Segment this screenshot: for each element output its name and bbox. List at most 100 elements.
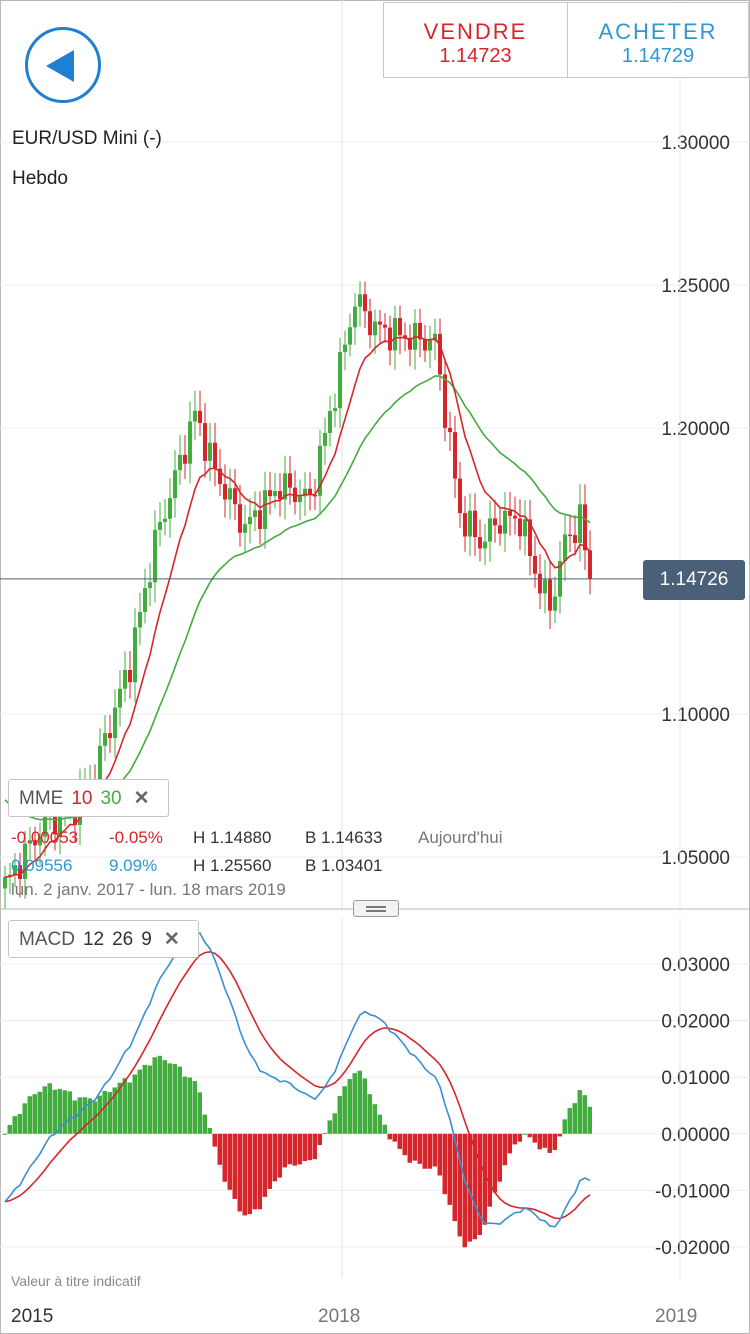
candle-down <box>478 537 482 549</box>
histogram-bar-down <box>422 1133 427 1169</box>
histogram-bar-up <box>372 1104 377 1134</box>
histogram-bar-down <box>287 1133 292 1165</box>
candle-up <box>358 294 362 307</box>
histogram-bar-down <box>462 1133 467 1248</box>
candle-up <box>468 510 472 537</box>
macd-chart[interactable]: 0.03000 0.02000 0.01000 0.00000 -0.01000 -0.0… <box>0 918 750 1278</box>
histogram-bar-up <box>322 1132 327 1134</box>
today-high: H 1.14880 <box>193 828 272 847</box>
buy-price: 1.14729 <box>621 45 695 67</box>
histogram-bar-down <box>507 1133 512 1154</box>
candle-up <box>208 442 212 461</box>
candle-up <box>123 669 127 689</box>
candle-up <box>38 836 42 846</box>
candle-down <box>363 294 367 312</box>
candle-up <box>118 688 122 708</box>
macd-signal: 9 <box>141 929 152 950</box>
macd-y-tick-label: 0.03000 <box>661 955 730 976</box>
histogram-bar-up <box>187 1077 192 1134</box>
close-icon[interactable]: ✕ <box>133 788 150 809</box>
candle-down <box>443 374 447 428</box>
candle-down <box>538 573 542 594</box>
histogram-bar-up <box>562 1119 567 1134</box>
candle-down <box>508 510 512 516</box>
buy-button[interactable]: ACHETER 1.14729 <box>567 2 749 78</box>
candle-up <box>133 627 137 683</box>
candle-down <box>308 488 312 495</box>
histogram-bar-up <box>202 1114 207 1134</box>
histogram-bar-up <box>347 1079 352 1134</box>
candle-down <box>398 318 402 336</box>
macd-indicator-box[interactable]: MACD 12 26 9 ✕ <box>8 920 199 958</box>
range-pct: 9.09% <box>109 856 158 875</box>
histogram-bar-up <box>587 1106 592 1134</box>
candle-up <box>138 612 142 628</box>
histogram-bar-down <box>222 1133 227 1182</box>
candle-down <box>238 504 242 533</box>
back-button[interactable] <box>25 27 101 103</box>
histogram-bar-up <box>142 1064 147 1134</box>
histogram-bar-down <box>512 1133 517 1145</box>
histogram-bar-down <box>257 1133 262 1210</box>
candle-down <box>583 504 587 551</box>
histogram-bar-down <box>387 1133 392 1140</box>
range-low: B 1.03401 <box>305 856 383 875</box>
candle-up <box>248 516 252 525</box>
candle-up <box>143 588 147 613</box>
candle-down <box>183 454 187 464</box>
candle-down <box>408 337 412 350</box>
candle-down <box>33 840 37 846</box>
pane-resize-handle[interactable] <box>353 900 399 917</box>
macd-fast: 12 <box>82 929 105 950</box>
candle-up <box>163 518 167 522</box>
candle-up <box>243 524 247 533</box>
histogram-bar-down <box>497 1133 502 1182</box>
candle-up <box>28 840 32 844</box>
candle-down <box>458 478 462 514</box>
histogram-bar-down <box>527 1133 532 1138</box>
candle-up <box>338 352 342 409</box>
histogram-bar-up <box>182 1076 187 1134</box>
histogram-bar-up <box>37 1091 42 1134</box>
macd-y-tick-label: -0.01000 <box>655 1181 730 1202</box>
candle-down <box>423 339 427 351</box>
candle-up <box>318 445 322 496</box>
candle-down <box>218 468 222 485</box>
x-label-2015: 2015 <box>11 1306 54 1327</box>
candle-up <box>103 733 107 746</box>
instrument-name: EUR/USD Mini (-) <box>12 128 162 149</box>
candle-up <box>343 344 347 353</box>
candle-up <box>348 327 352 345</box>
histogram-bar-down <box>232 1133 237 1199</box>
histogram-bar-up <box>342 1086 347 1134</box>
histogram-bar-up <box>197 1092 202 1134</box>
histogram-bar-down <box>492 1133 497 1193</box>
histogram-bar-up <box>352 1073 357 1134</box>
candle-up <box>58 808 62 835</box>
histogram-bar-down <box>457 1133 462 1237</box>
candle-up <box>158 521 162 530</box>
signal-line <box>4 950 591 1220</box>
histogram-bar-up <box>97 1095 102 1134</box>
histogram-bar-up <box>27 1096 32 1134</box>
histogram-bar-up <box>112 1087 117 1134</box>
histogram-bar-up <box>17 1114 22 1134</box>
candle-up <box>333 408 337 412</box>
histogram-bar-up <box>567 1108 572 1134</box>
histogram-bar-up <box>162 1060 167 1134</box>
histogram-bar-up <box>77 1097 82 1134</box>
mme-indicator-box[interactable]: MME 10 30 ✕ <box>8 779 169 817</box>
today-low: B 1.14633 <box>305 828 383 847</box>
candle-down <box>223 484 227 500</box>
today-label: Aujourd'hui <box>418 828 503 847</box>
sell-button[interactable]: VENDRE 1.14723 <box>383 2 568 78</box>
histogram-bar-up <box>107 1092 112 1134</box>
y-tick-label: 1.30000 <box>661 133 730 154</box>
histogram-bar-down <box>252 1133 257 1210</box>
current-price-tag: 1.14726 <box>643 560 745 600</box>
close-icon[interactable]: ✕ <box>163 929 180 950</box>
histogram-bar-up <box>382 1124 387 1134</box>
candle-down <box>18 865 22 880</box>
histogram-bar-up <box>362 1078 367 1134</box>
candle-up <box>298 496 302 502</box>
